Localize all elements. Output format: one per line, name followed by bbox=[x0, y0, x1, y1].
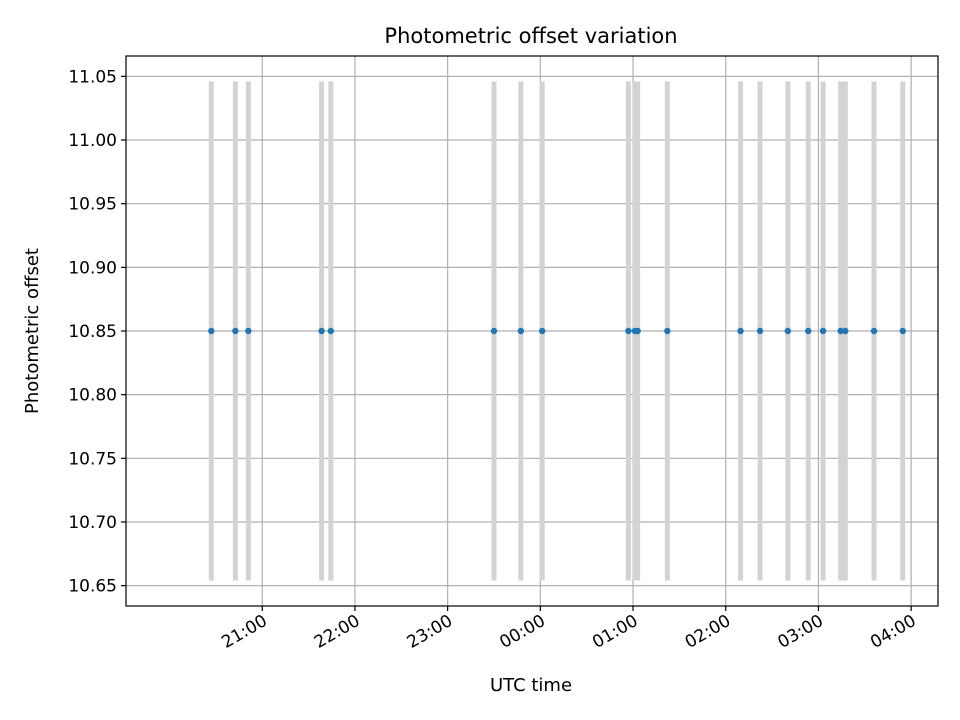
y-tick-label: 10.90 bbox=[68, 258, 117, 278]
data-point bbox=[208, 327, 215, 335]
data-point bbox=[899, 327, 906, 335]
data-point bbox=[819, 327, 827, 335]
y-axis: 10.65 10.70 10.75 10.80 10.85 10.90 10.95 11.00… bbox=[68, 67, 126, 597]
data-point bbox=[490, 327, 498, 335]
x-axis: 21:00 22:00 23:00 00:00 01:00 02:00 03:00 04:00 bbox=[218, 606, 920, 653]
data-point bbox=[870, 327, 878, 335]
x-tick-label: 22:00 bbox=[311, 611, 363, 653]
y-tick-label: 10.75 bbox=[68, 449, 117, 469]
data-point bbox=[784, 327, 792, 335]
y-tick-label: 10.95 bbox=[68, 195, 117, 215]
data-point bbox=[625, 327, 632, 335]
data-point bbox=[517, 327, 525, 335]
x-axis-label: UTC time bbox=[490, 675, 572, 696]
data-point bbox=[805, 327, 812, 335]
grid bbox=[126, 56, 938, 606]
chart-title: Photometric offset variation bbox=[384, 24, 677, 48]
data-point bbox=[245, 327, 252, 335]
x-tick-label: 02:00 bbox=[682, 611, 734, 653]
x-tick-label: 03:00 bbox=[774, 611, 826, 653]
data-point bbox=[756, 327, 764, 335]
x-tick-label: 23:00 bbox=[404, 611, 456, 653]
data-point bbox=[837, 327, 844, 335]
data-point bbox=[538, 327, 546, 335]
y-tick-label: 10.85 bbox=[68, 322, 117, 342]
data-points bbox=[208, 327, 906, 335]
y-tick-label: 10.80 bbox=[68, 386, 117, 406]
data-point bbox=[737, 327, 744, 335]
data-point bbox=[327, 327, 335, 335]
data-point bbox=[842, 327, 849, 335]
data-point bbox=[664, 327, 671, 335]
data-point bbox=[318, 327, 325, 335]
data-point bbox=[634, 327, 641, 335]
x-tick-label: 00:00 bbox=[496, 611, 548, 653]
data-point bbox=[232, 327, 239, 335]
x-tick-label: 01:00 bbox=[589, 611, 641, 653]
y-tick-label: 10.65 bbox=[68, 577, 117, 597]
y-tick-label: 11.05 bbox=[68, 67, 117, 87]
x-tick-label: 04:00 bbox=[867, 611, 919, 653]
y-axis-label: Photometric offset bbox=[22, 248, 43, 414]
y-tick-label: 11.00 bbox=[68, 131, 117, 151]
x-tick-label: 21:00 bbox=[218, 611, 270, 653]
y-tick-label: 10.70 bbox=[68, 513, 117, 533]
